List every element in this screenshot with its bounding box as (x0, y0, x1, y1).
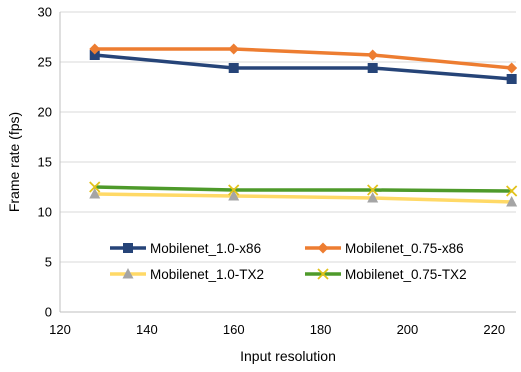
axes (59, 12, 516, 313)
data-point (367, 63, 378, 73)
data-point (228, 63, 239, 73)
x-tick-label: 220 (483, 322, 505, 337)
x-tick-label: 180 (310, 322, 332, 337)
legend: Mobilenet_1.0-x86 Mobilenet_0.75-x86 Mobil… (110, 241, 467, 282)
x-tick-label: 200 (397, 322, 419, 337)
legend-swatch-marker (122, 268, 134, 279)
series-line (94, 185, 512, 193)
legend-label: Mobilenet_1.0-x86 (150, 241, 261, 256)
data-point (228, 190, 240, 201)
data-point (89, 50, 100, 60)
x-marker-stroke (89, 181, 101, 193)
legend-swatch-marker (317, 268, 329, 280)
series-line (94, 53, 512, 81)
y-tick-label: 20 (38, 105, 52, 120)
data-point (228, 43, 240, 55)
data-point (367, 49, 379, 61)
legend-item-1: Mobilenet_0.75-x86 (305, 241, 464, 256)
series-2 (89, 188, 518, 207)
legend-label: Mobilenet_1.0-TX2 (150, 267, 264, 282)
legend-swatch-marker (317, 242, 329, 254)
data-point (506, 62, 518, 74)
data-point (89, 181, 101, 193)
data-point (89, 188, 101, 199)
x-marker-stroke (506, 185, 518, 197)
y-tick-label: 10 (38, 205, 52, 220)
legend-item-2: Mobilenet_1.0-TX2 (110, 267, 264, 282)
legend-label: Mobilenet_0.75-TX2 (345, 267, 467, 282)
legend-item-3: Mobilenet_0.75-TX2 (305, 267, 467, 282)
y-tick-label: 15 (38, 155, 52, 170)
series-0 (89, 50, 517, 84)
x-marker-stroke (317, 268, 329, 280)
data-point (506, 196, 518, 207)
x-tick-label: 120 (49, 322, 71, 337)
x-marker-stroke (367, 184, 379, 196)
x-axis-title: Input resolution (240, 348, 336, 364)
x-tick-label: 140 (136, 322, 158, 337)
data-point (506, 185, 518, 197)
y-tick-label: 30 (38, 5, 52, 20)
data-point (89, 43, 101, 55)
y-tick-label: 25 (38, 55, 52, 70)
series-line (94, 192, 512, 204)
series-3 (89, 181, 518, 197)
data-point (228, 184, 240, 196)
legend-swatch-marker (123, 243, 133, 253)
data-point (367, 192, 379, 203)
legend-item-0: Mobilenet_1.0-x86 (110, 241, 261, 256)
series-1 (89, 43, 518, 74)
y-tick-label: 5 (45, 255, 52, 270)
y-tick-label: 0 (45, 305, 52, 320)
series-line (94, 47, 512, 70)
y-axis-title: Frame rate (fps) (6, 112, 22, 212)
x-tick-label: 160 (223, 322, 245, 337)
x-marker-stroke (228, 184, 240, 196)
series-group (89, 43, 518, 207)
legend-label: Mobilenet_0.75-x86 (345, 241, 464, 256)
gridlines (60, 11, 516, 263)
data-point (367, 184, 379, 196)
tick-labels: 0 5 10 15 20 25 30 120 140 160 180 200 220 (38, 5, 506, 338)
data-point (506, 74, 517, 84)
